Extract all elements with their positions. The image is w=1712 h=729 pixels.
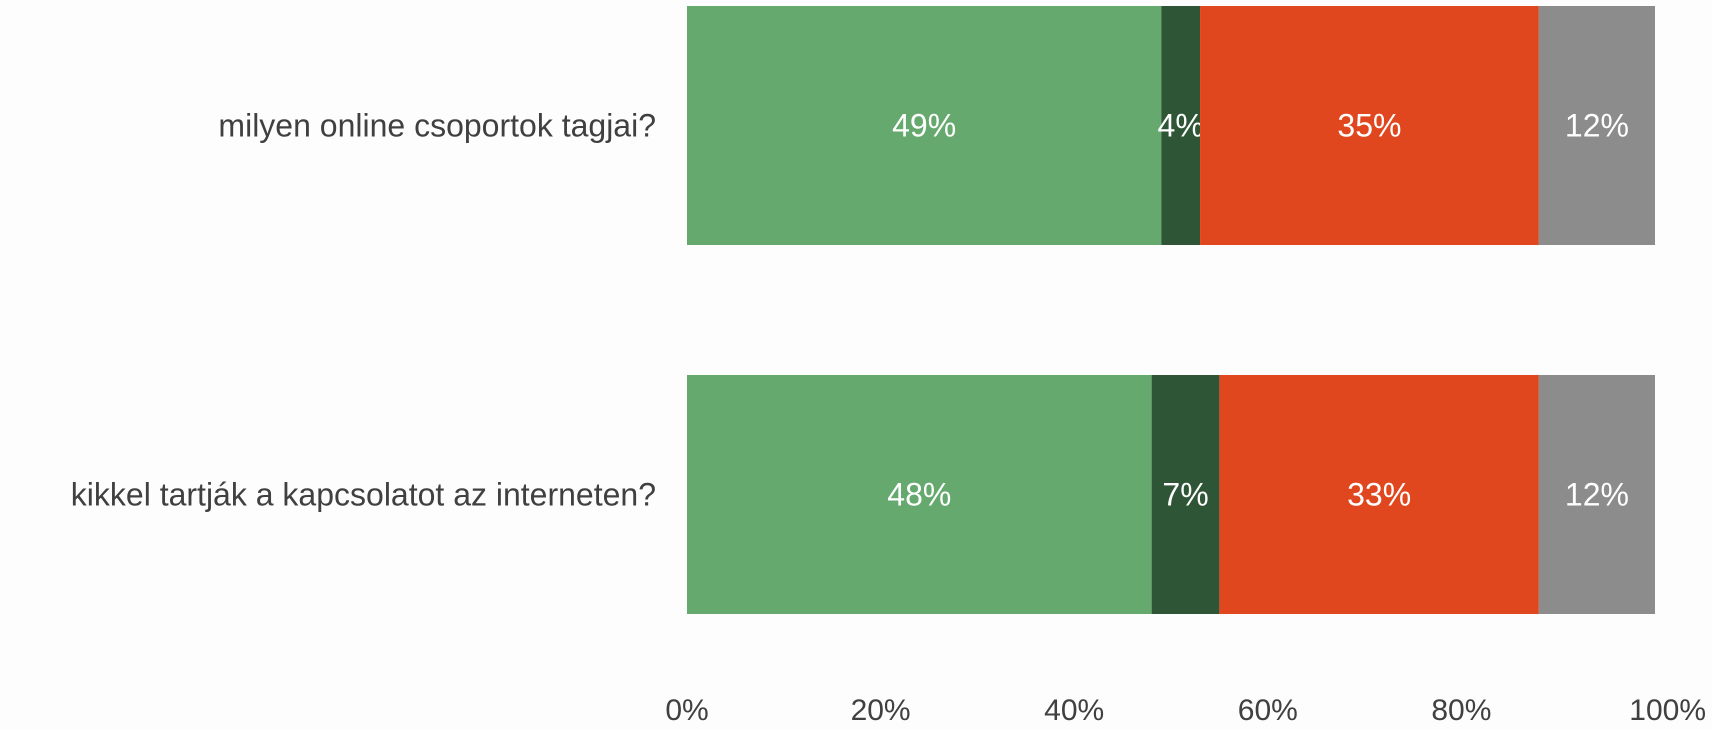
category-label: kikkel tartják a kapcsolatot az internet…: [71, 477, 656, 513]
bar-segment: [1161, 6, 1201, 245]
x-tick-label: 80%: [1431, 694, 1491, 727]
data-label: 48%: [887, 477, 951, 513]
bar-segment: [1219, 375, 1539, 614]
bar-segment: [1538, 375, 1655, 614]
data-label: 4%: [1158, 108, 1204, 144]
bar-segment: [687, 6, 1162, 245]
x-tick-label: 20%: [851, 694, 911, 727]
data-label: 7%: [1162, 477, 1208, 513]
x-tick-label: 40%: [1044, 694, 1104, 727]
data-label: 12%: [1565, 477, 1629, 513]
bar-segment: [1538, 6, 1655, 245]
x-tick-label: 100%: [1629, 694, 1706, 727]
bar-segment: [1200, 6, 1539, 245]
data-label: 49%: [892, 108, 956, 144]
bar-segment: [1151, 375, 1220, 614]
bar-segment: [687, 375, 1152, 614]
x-tick-label: 60%: [1238, 694, 1298, 727]
x-tick-label: 0%: [665, 694, 708, 727]
data-label: 12%: [1565, 108, 1629, 144]
data-label: 33%: [1347, 477, 1411, 513]
data-label: 35%: [1337, 108, 1401, 144]
category-label: milyen online csoportok tagjai?: [218, 108, 656, 144]
